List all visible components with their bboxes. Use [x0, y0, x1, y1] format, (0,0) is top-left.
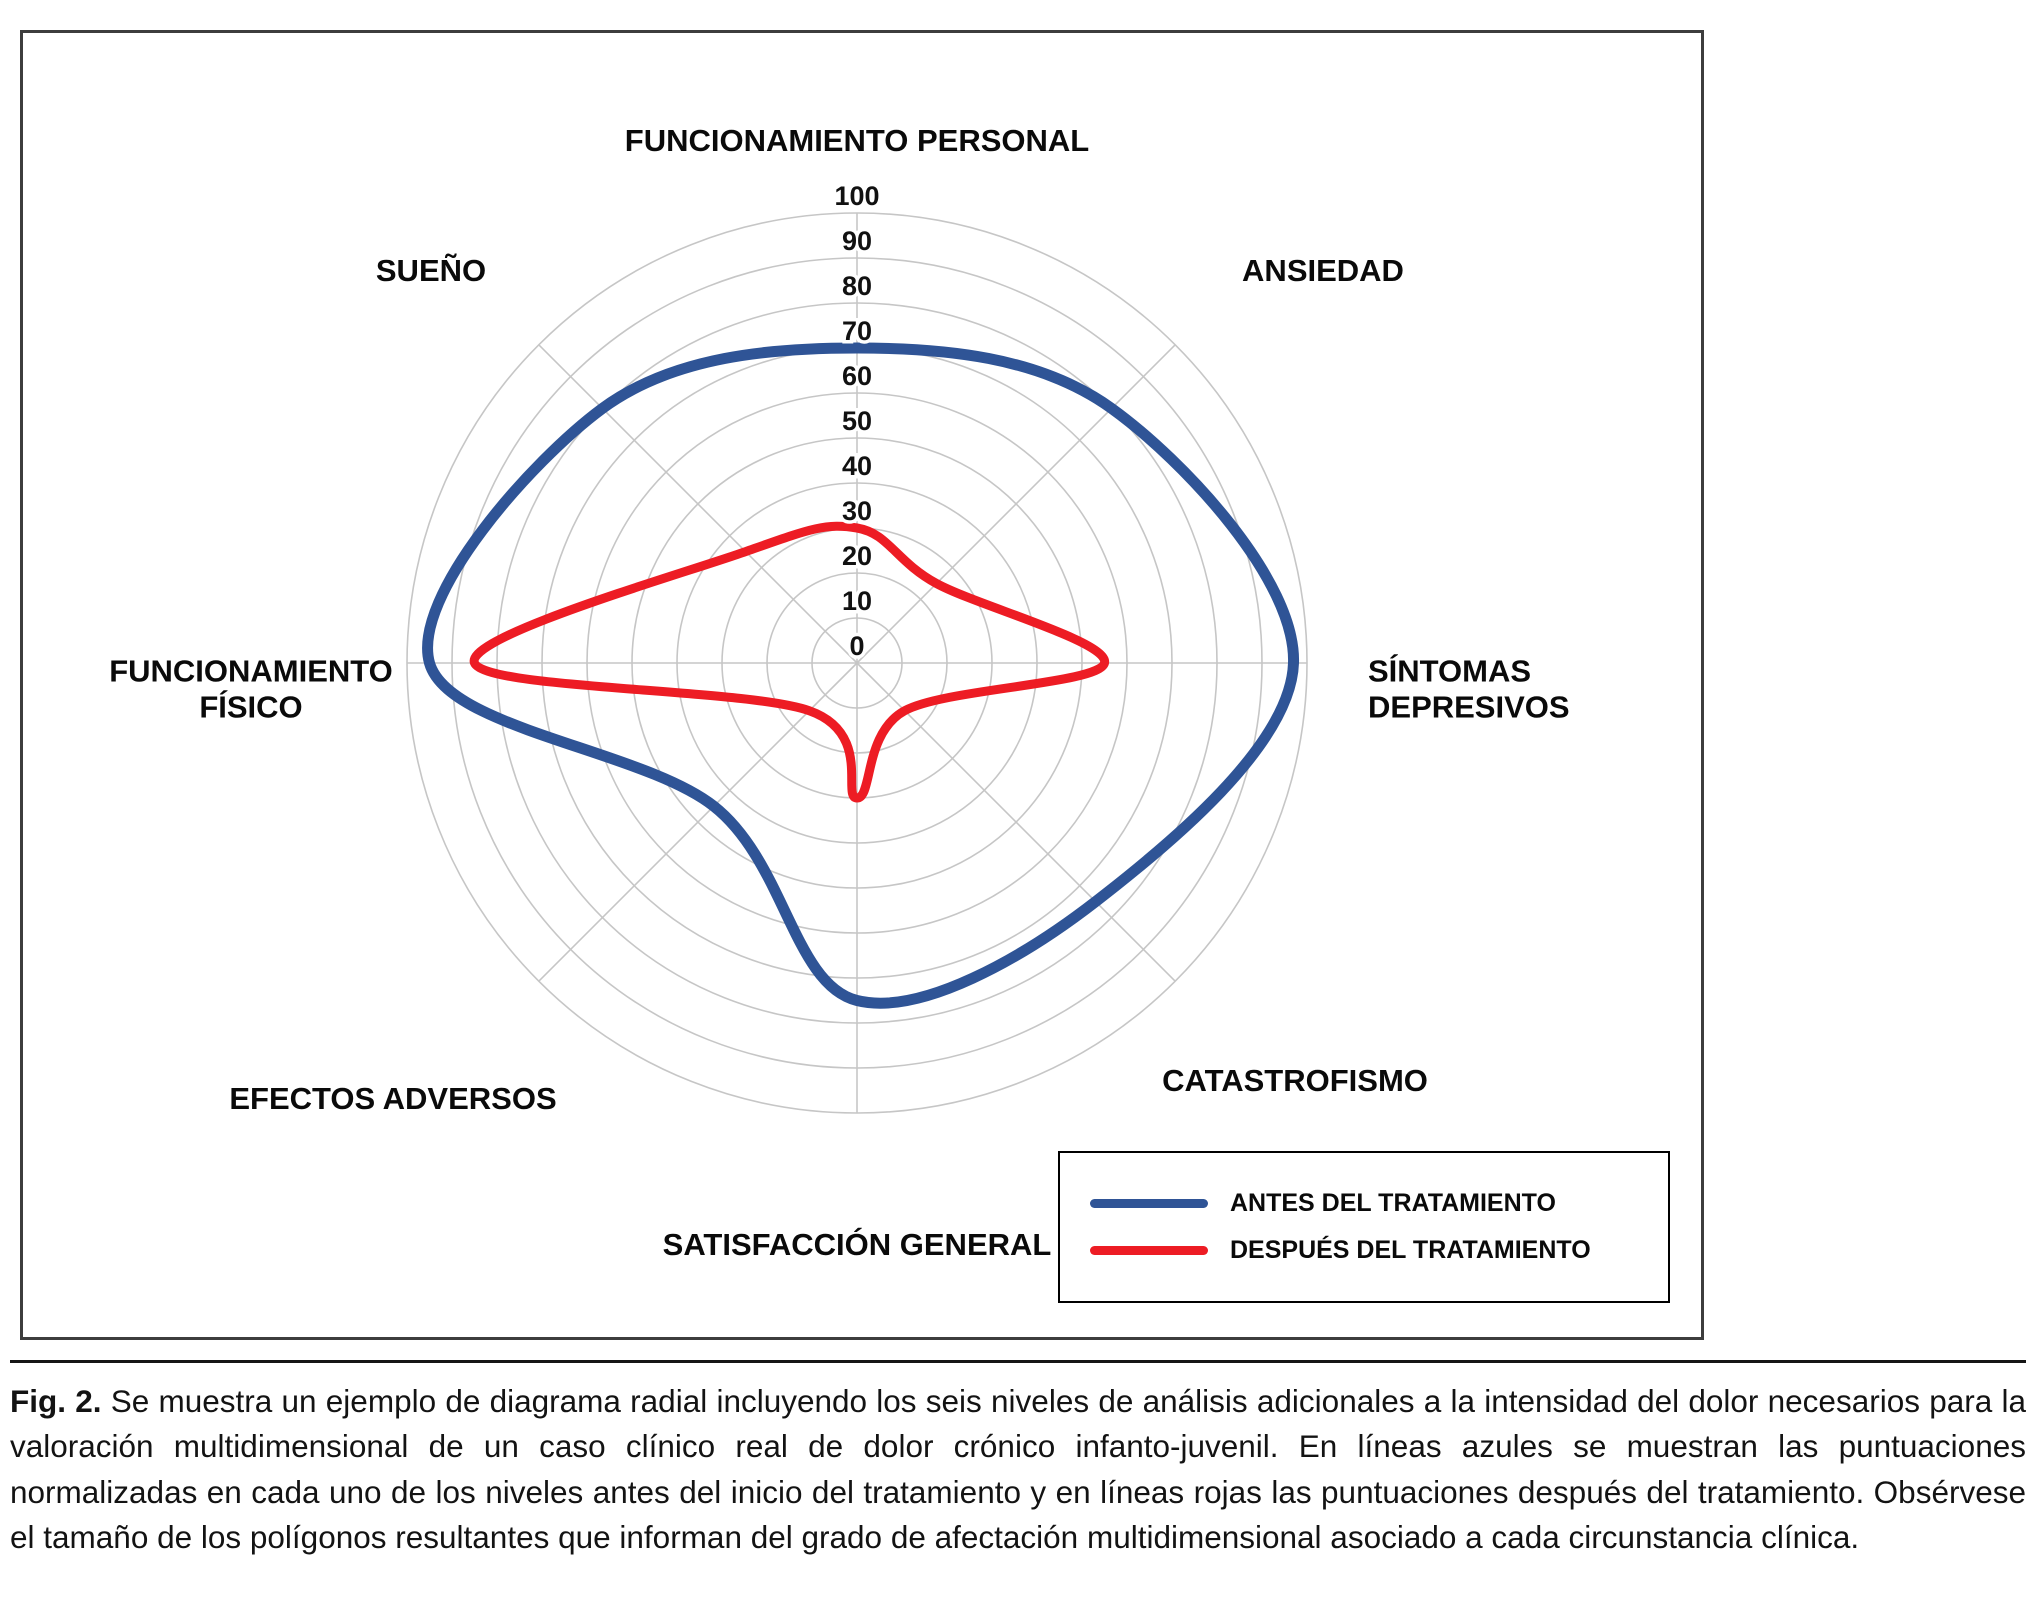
legend-swatch-despues-line [1090, 1246, 1208, 1255]
axis-label-funcionamiento-personal: FUNCIONAMIENTO PERSONAL [624, 123, 1090, 159]
figure-box: 0 10 20 30 40 50 60 70 80 90 100 FUNCIONAMIENTO PE… [20, 30, 1704, 1340]
svg-text:40: 40 [842, 451, 872, 481]
axis-label-catastrofismo: CATASTROFISMO [1162, 1063, 1428, 1099]
radar-chart: 0 10 20 30 40 50 60 70 80 90 100 [406, 178, 1308, 1114]
legend-swatch-antes-line [1090, 1199, 1208, 1208]
axis-label-efectos-adversos: EFECTOS ADVERSOS [229, 1081, 557, 1117]
figure-number: Fig. 2. [10, 1383, 102, 1419]
svg-text:10: 10 [842, 586, 872, 616]
legend-label-despues: DESPUÉS DEL TRATAMIENTO [1230, 1236, 1591, 1264]
axis-label-ansiedad: ANSIEDAD [1242, 253, 1404, 289]
axis-label-funcionamiento-fisico: FUNCIONAMIENTO FÍSICO [109, 653, 393, 724]
svg-text:20: 20 [842, 541, 872, 571]
svg-text:70: 70 [842, 316, 872, 346]
axis-label-satisfaccion-general: SATISFACCIÓN GENERAL [662, 1227, 1052, 1263]
svg-text:80: 80 [842, 271, 872, 301]
legend: ANTES DEL TRATAMIENTO DESPUÉS DEL TRATAM… [1058, 1151, 1670, 1303]
svg-text:60: 60 [842, 361, 872, 391]
svg-text:50: 50 [842, 406, 872, 436]
svg-text:0: 0 [849, 631, 864, 661]
legend-label-antes: ANTES DEL TRATAMIENTO [1230, 1189, 1556, 1217]
legend-item-despues: DESPUÉS DEL TRATAMIENTO [1090, 1236, 1638, 1265]
svg-text:100: 100 [834, 181, 879, 211]
legend-item-antes: ANTES DEL TRATAMIENTO [1090, 1189, 1638, 1218]
svg-text:90: 90 [842, 226, 872, 256]
caption-text: Se muestra un ejemplo de diagrama radial… [10, 1383, 2026, 1556]
figure-caption: Fig. 2. Se muestra un ejemplo de diagram… [10, 1360, 2026, 1560]
axis-label-sintomas-depresivos: SÍNTOMAS DEPRESIVOS [1368, 653, 1570, 724]
axis-label-sueno: SUEÑO [375, 253, 487, 289]
svg-text:30: 30 [842, 496, 872, 526]
